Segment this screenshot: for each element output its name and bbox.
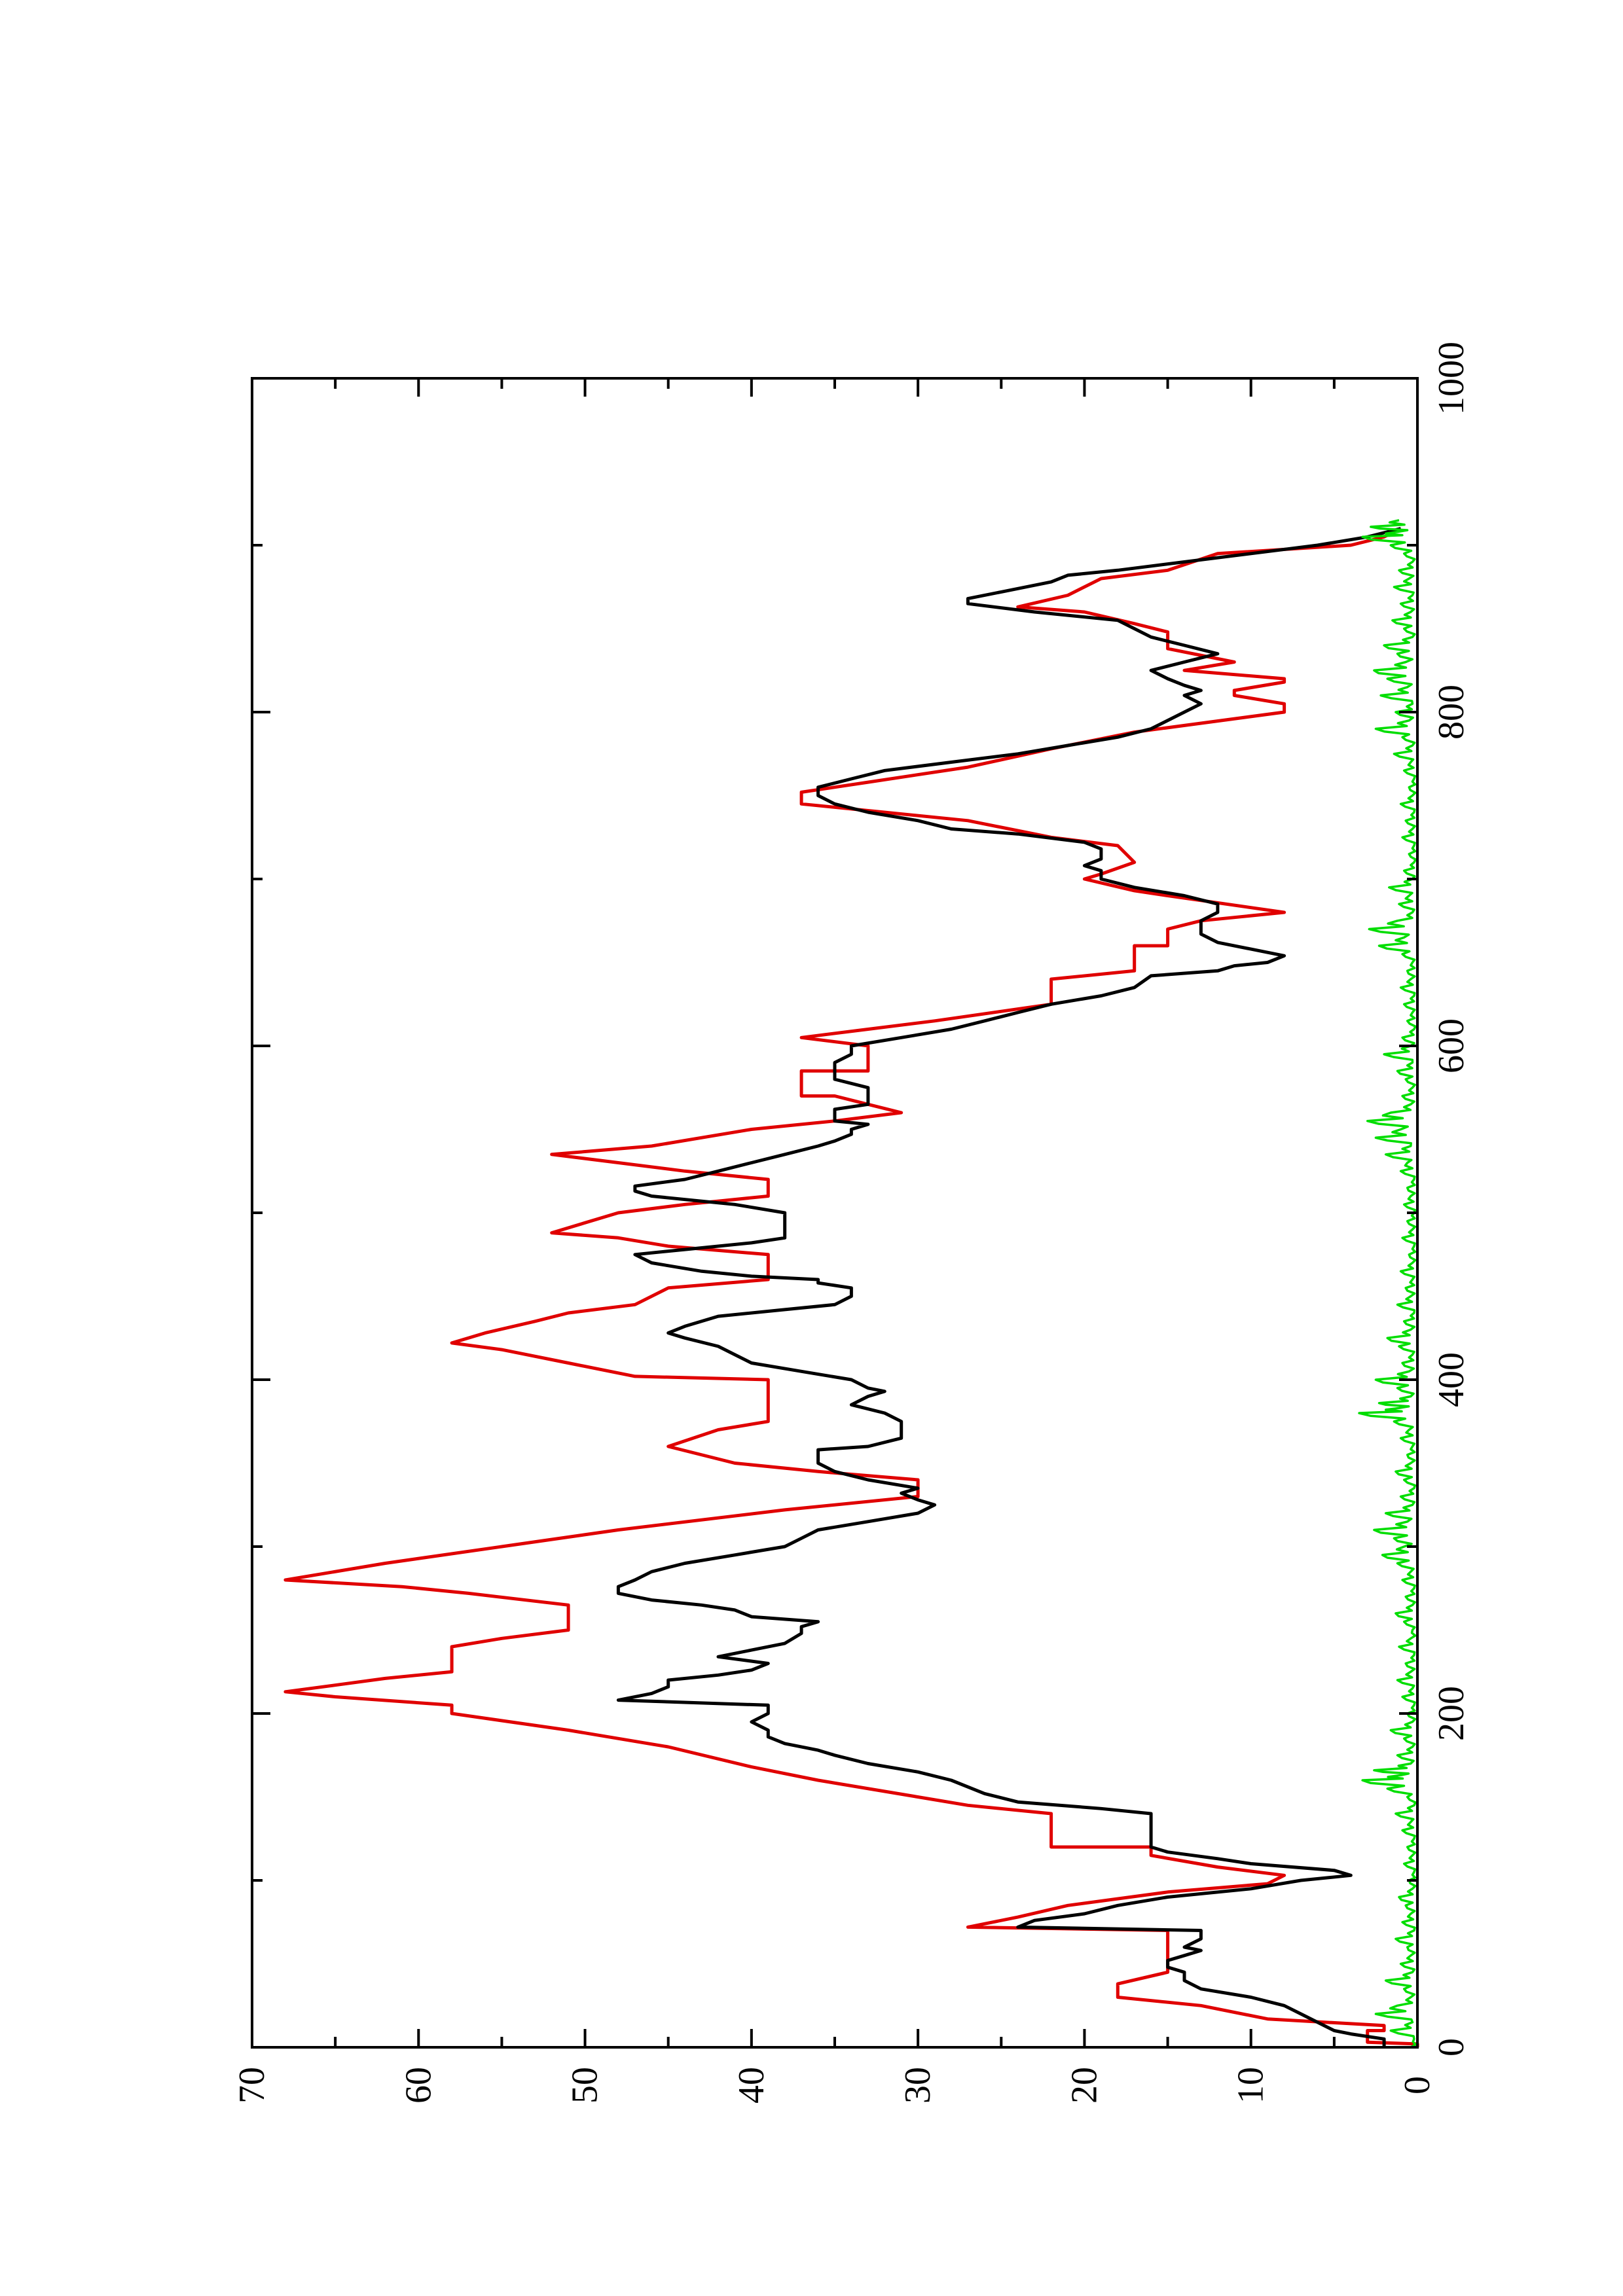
- y-tick-label: 30: [898, 2067, 938, 2104]
- ticks-layer: [251, 377, 1419, 2049]
- series-red-line: [283, 527, 1419, 2047]
- y-tick-label: 40: [731, 2067, 772, 2104]
- y-tick-label: 50: [565, 2067, 606, 2104]
- y-tick-label: 0: [1397, 2076, 1438, 2094]
- x-tick-label: 600: [1431, 1018, 1472, 1073]
- labels-layer: 0 200 400 600 800 1000 0 10 20 30 40 50 60 70: [232, 342, 1472, 2104]
- series-layer: [283, 519, 1419, 2049]
- y-tick-label: 70: [232, 2067, 272, 2104]
- x-tick-label: 0: [1431, 2038, 1472, 2056]
- x-tick-label: 400: [1431, 1352, 1472, 1407]
- y-tick-label: 60: [398, 2067, 439, 2104]
- x-tick-label: 200: [1431, 1686, 1472, 1741]
- y-tick-label: 10: [1231, 2067, 1271, 2104]
- series-black-line: [616, 527, 1402, 2047]
- x-tick-label: 800: [1431, 685, 1472, 740]
- series-green-line: [1358, 519, 1417, 2049]
- y-tick-label: 20: [1064, 2067, 1104, 2104]
- x-tick-label: 1000: [1431, 342, 1472, 415]
